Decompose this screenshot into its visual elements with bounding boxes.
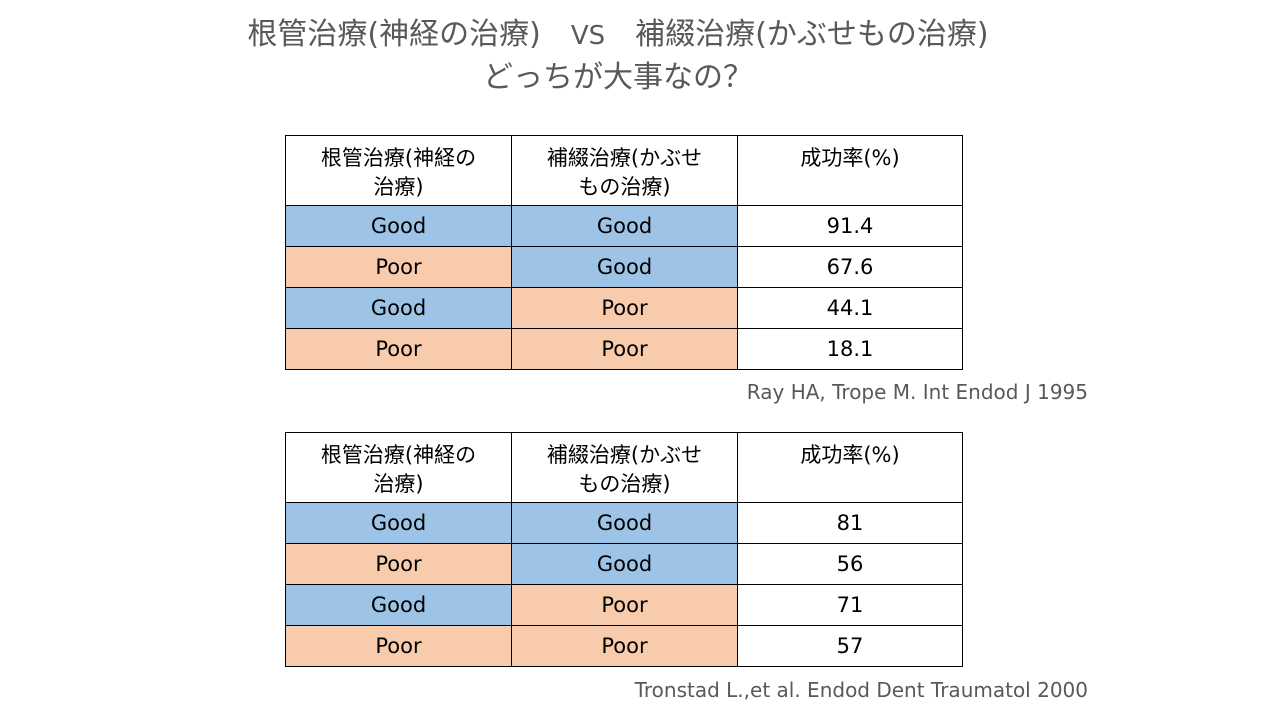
citation-2: Tronstad L.,et al. Endod Dent Traumatol …: [634, 678, 1088, 702]
prosthetic-cell: Good: [511, 205, 738, 247]
header-prosthetic: 補綴治療(かぶせ もの治療): [511, 432, 738, 503]
root-canal-cell: Good: [285, 205, 512, 247]
title-vs: VS: [570, 21, 606, 51]
prosthetic-cell: Good: [511, 502, 738, 544]
root-canal-cell: Poor: [285, 625, 512, 667]
citation-1: Ray HA, Trope M. Int Endod J 1995: [746, 380, 1088, 404]
header-prosthetic: 補綴治療(かぶせ もの治療): [511, 135, 738, 206]
prosthetic-cell: Poor: [511, 328, 738, 370]
header-root-canal: 根管治療(神経の 治療): [285, 432, 512, 503]
header-success-rate: 成功率(%): [737, 432, 963, 503]
table-header-row: 根管治療(神経の 治療) 補綴治療(かぶせ もの治療) 成功率(%): [285, 432, 963, 503]
root-canal-cell: Poor: [285, 328, 512, 370]
table-row: Good Good 81: [285, 502, 963, 544]
table-row: Good Good 91.4: [285, 205, 963, 247]
title-line-1: 根管治療(神経の治療) VS 補綴治療(かぶせもの治療): [0, 14, 1236, 57]
header-success-rate: 成功率(%): [737, 135, 963, 206]
success-rate-cell: 71: [737, 584, 963, 626]
results-table-2: 根管治療(神経の 治療) 補綴治療(かぶせ もの治療) 成功率(%) Good Go…: [285, 432, 963, 667]
table-row: Good Poor 44.1: [285, 287, 963, 329]
title-root-canal: 根管治療(神経の治療): [247, 17, 541, 52]
table-row: Good Poor 71: [285, 584, 963, 626]
prosthetic-cell: Good: [511, 246, 738, 288]
table-row: Poor Poor 18.1: [285, 328, 963, 370]
table-header-row: 根管治療(神経の 治療) 補綴治療(かぶせ もの治療) 成功率(%): [285, 135, 963, 206]
title-prosthetic: 補綴治療(かぶせもの治療): [635, 17, 989, 52]
prosthetic-cell: Poor: [511, 625, 738, 667]
root-canal-cell: Poor: [285, 246, 512, 288]
root-canal-cell: Good: [285, 584, 512, 626]
root-canal-cell: Good: [285, 287, 512, 329]
header-root-canal: 根管治療(神経の 治療): [285, 135, 512, 206]
slide-title: 根管治療(神経の治療) VS 補綴治療(かぶせもの治療) どっちが大事なの？: [0, 14, 1236, 99]
table-row: Poor Good 67.6: [285, 246, 963, 288]
table-row: Poor Good 56: [285, 543, 963, 585]
success-rate-cell: 56: [737, 543, 963, 585]
success-rate-cell: 81: [737, 502, 963, 544]
success-rate-cell: 18.1: [737, 328, 963, 370]
prosthetic-cell: Good: [511, 543, 738, 585]
root-canal-cell: Good: [285, 502, 512, 544]
results-table-1: 根管治療(神経の 治療) 補綴治療(かぶせ もの治療) 成功率(%) Good Go…: [285, 135, 963, 370]
root-canal-cell: Poor: [285, 543, 512, 585]
prosthetic-cell: Poor: [511, 287, 738, 329]
success-rate-cell: 67.6: [737, 246, 963, 288]
title-line-2: どっちが大事なの？: [483, 60, 753, 95]
success-rate-cell: 44.1: [737, 287, 963, 329]
success-rate-cell: 91.4: [737, 205, 963, 247]
prosthetic-cell: Poor: [511, 584, 738, 626]
table-row: Poor Poor 57: [285, 625, 963, 667]
success-rate-cell: 57: [737, 625, 963, 667]
